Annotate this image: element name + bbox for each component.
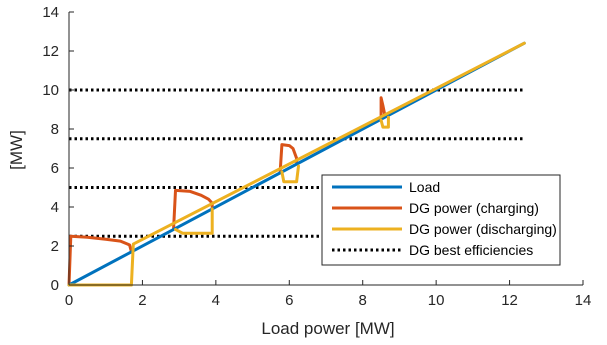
y-tick-label: 6 <box>51 160 59 177</box>
series-dg-power-discharging-line <box>174 207 214 235</box>
legend-label: Load <box>409 179 440 195</box>
x-tick-label: 10 <box>428 292 445 309</box>
y-tick-label: 8 <box>51 121 59 138</box>
series-dg-power-charging-line <box>379 96 387 121</box>
y-tick-label: 2 <box>51 238 59 255</box>
legend-label: DG power (charging) <box>409 200 539 216</box>
x-tick-label: 8 <box>359 292 367 309</box>
y-tick-label: 10 <box>42 82 59 99</box>
legend-box <box>321 174 561 266</box>
legend-label: DG best efficiencies <box>409 242 533 258</box>
x-axis-title: Load power [MW] <box>261 319 394 338</box>
y-axis-title: [MW] <box>7 130 26 170</box>
plot-area: 0 2 4 6 8 10 12 14 0 2 4 6 8 10 12 14 <box>42 4 591 309</box>
x-tick-label: 0 <box>65 292 73 309</box>
y-tick-label: 12 <box>42 43 59 60</box>
series-dg-power-discharging-line <box>379 115 390 129</box>
y-tick-labels: 0 2 4 6 8 10 12 14 <box>42 4 59 294</box>
y-tick-label: 4 <box>51 199 59 216</box>
axes <box>68 11 584 286</box>
legend: Load DG power (charging) DG power (dischar… <box>321 174 561 266</box>
y-tick-label: 14 <box>42 4 59 21</box>
legend-label: DG power (discharging) <box>409 221 557 237</box>
series-dg-power-charging-line <box>67 234 133 287</box>
x-tick-label: 6 <box>285 292 293 309</box>
x-tick-label: 14 <box>575 292 592 309</box>
x-tick-label: 4 <box>212 292 220 309</box>
x-tick-label: 12 <box>501 292 518 309</box>
x-tick-label: 2 <box>138 292 146 309</box>
x-tick-labels: 0 2 4 6 8 10 12 14 <box>65 292 592 309</box>
y-tick-label: 0 <box>51 277 59 294</box>
series-dg-power-discharging-line <box>280 164 300 184</box>
series-dg-power-charging-line <box>172 188 214 230</box>
